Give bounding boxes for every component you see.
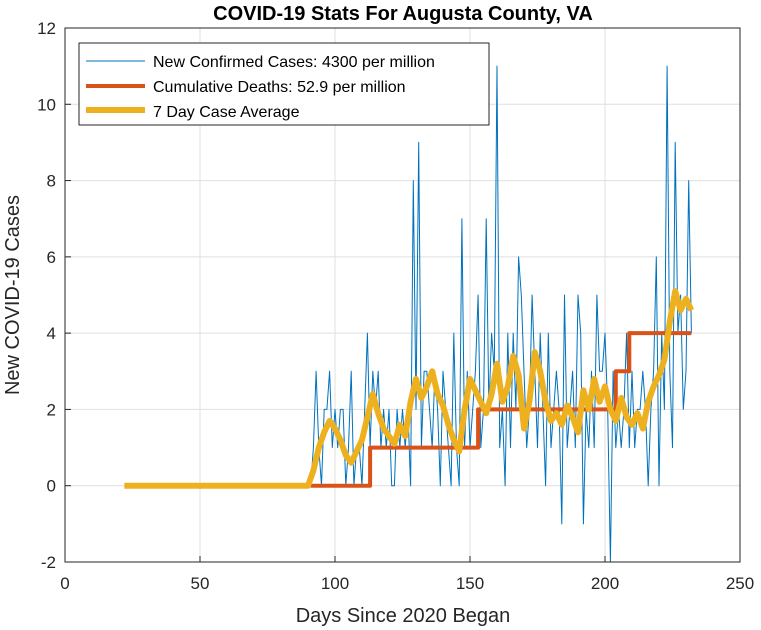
y-tick-label: 2 [47, 400, 56, 419]
x-tick-label: 100 [321, 574, 349, 593]
y-tick-label: -2 [41, 553, 56, 572]
x-axis-label: Days Since 2020 Began [296, 605, 511, 627]
y-tick-label: 6 [47, 248, 56, 267]
y-axis-label: New COVID-19 Cases [2, 195, 24, 395]
x-tick-label: 0 [60, 574, 69, 593]
x-tick-label: 200 [591, 574, 619, 593]
x-tick-label: 50 [191, 574, 210, 593]
legend: New Confirmed Cases: 4300 per million Cu… [79, 43, 489, 125]
legend-label-deaths: Cumulative Deaths: 52.9 per million [153, 79, 406, 96]
legend-label-average: 7 Day Case Average [153, 104, 300, 121]
x-tick-label: 150 [456, 574, 484, 593]
y-tick-label: 4 [47, 324, 56, 343]
y-tick-label: 8 [47, 172, 56, 191]
y-tick-label: 10 [37, 95, 56, 114]
chart-title: COVID-19 Stats For Augusta County, VA [213, 3, 593, 25]
legend-label-cases: New Confirmed Cases: 4300 per million [153, 54, 435, 71]
x-tick-label: 250 [726, 574, 754, 593]
y-tick-label: 0 [47, 477, 56, 496]
y-tick-label: 12 [37, 19, 56, 38]
